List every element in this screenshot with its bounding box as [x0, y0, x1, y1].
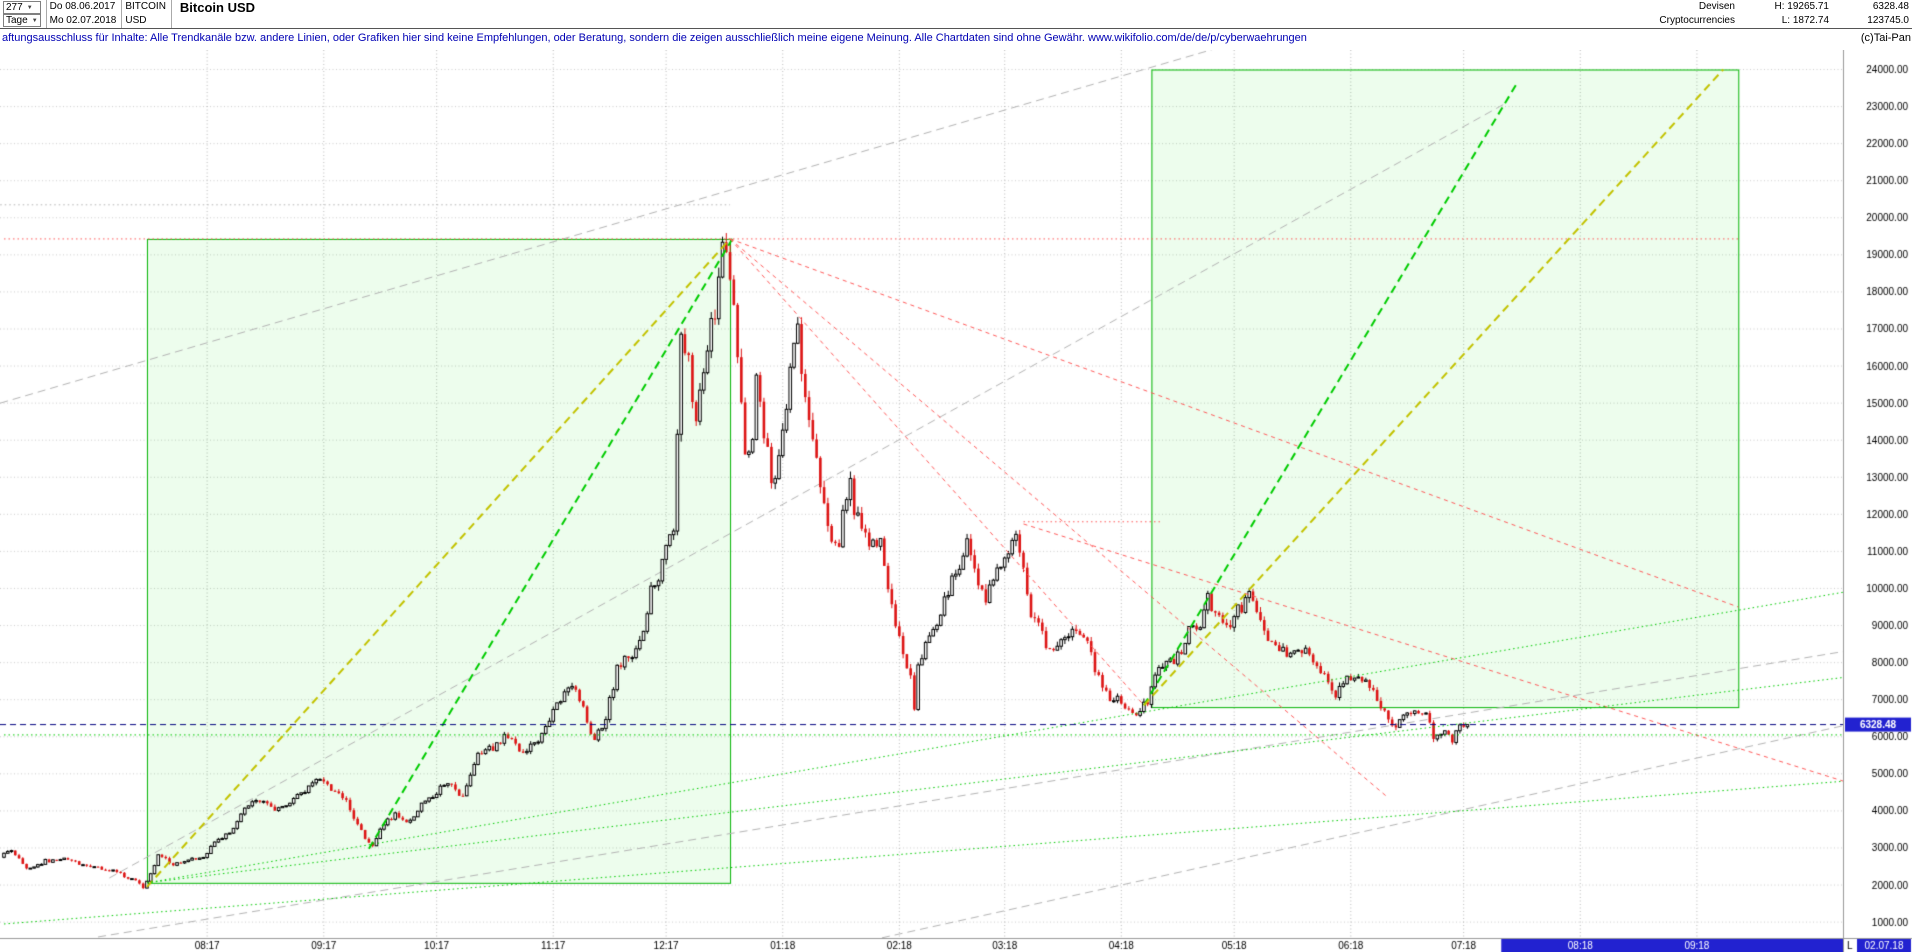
- symbol-name: BITCOIN: [125, 1, 166, 12]
- category-line2: Cryptocurrencies: [1659, 15, 1735, 26]
- period-low: L: 1872.74: [1781, 15, 1829, 26]
- period-high: H: 19265.71: [1774, 1, 1830, 12]
- high-low-cell: H: 19265.71 L: 1872.74: [1739, 0, 1833, 28]
- bars-count-value: 277: [6, 1, 23, 13]
- symbol-currency: USD: [125, 15, 147, 26]
- disclaimer-text: aftungsausschluss für Inhalte: Alle Tren…: [2, 32, 1307, 44]
- bars-count-dropdown[interactable]: 277 ▼: [3, 1, 41, 14]
- title-cell: Bitcoin USD: [172, 0, 260, 28]
- chart-title: Bitcoin USD: [179, 0, 256, 15]
- period-start-date: Do 08.06.2017: [49, 1, 116, 12]
- timeframe-dropdown[interactable]: Tage ▼: [3, 14, 41, 27]
- copyright-label: (c)Tai-Pan: [1860, 32, 1911, 44]
- period-dates: Do 08.06.2017 Mo 02.07.2018: [47, 0, 123, 28]
- chevron-down-icon: ▼: [31, 17, 38, 24]
- disclaimer-bar: aftungsausschluss für Inhalte: Alle Tren…: [0, 29, 1912, 53]
- chart-area[interactable]: [0, 50, 1912, 952]
- price-chart-canvas[interactable]: [0, 50, 1912, 952]
- header-spacer: [260, 0, 1611, 28]
- category-line1: Devisen: [1698, 1, 1735, 12]
- volume-value: 123745.0: [1867, 15, 1909, 26]
- chart-header: 277 ▼ Tage ▼ Do 08.06.2017 Mo 02.07.2018…: [0, 0, 1912, 29]
- timeframe-value: Tage: [6, 14, 28, 26]
- last-price-cell: 6328.48 123745.0: [1833, 0, 1912, 28]
- period-controls: 277 ▼ Tage ▼: [0, 0, 47, 28]
- period-end-date: Mo 02.07.2018: [49, 15, 117, 26]
- instrument-category: Devisen Cryptocurrencies: [1611, 0, 1739, 28]
- symbol-cell: BITCOIN USD: [122, 0, 172, 28]
- last-price: 6328.48: [1872, 1, 1909, 12]
- chevron-down-icon: ▼: [26, 4, 33, 11]
